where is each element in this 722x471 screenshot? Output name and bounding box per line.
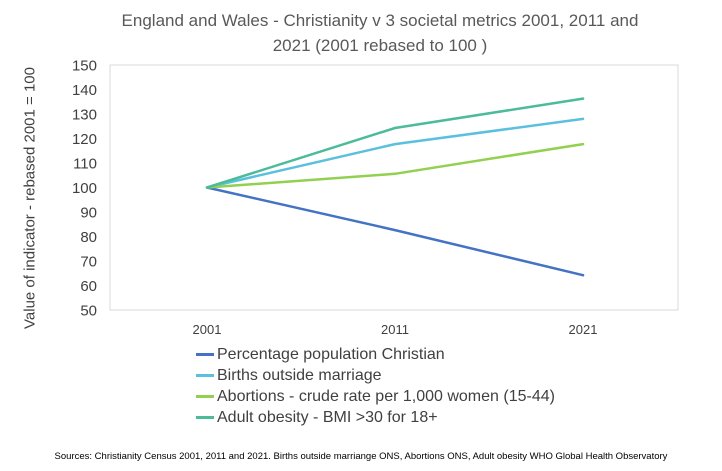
x-tick-label: 2011	[381, 322, 409, 337]
y-tick-label: 110	[73, 156, 97, 173]
data-point	[393, 126, 397, 130]
legend-label: Percentage population Christian	[217, 345, 445, 363]
data-point	[393, 228, 397, 232]
legend-item: Abortions - crude rate per 1,000 women (…	[196, 386, 555, 407]
legend-swatch	[196, 353, 214, 356]
legend-swatch	[196, 395, 214, 398]
y-tick-label: 150	[72, 58, 97, 75]
data-point	[393, 172, 397, 175]
y-tick-label: 60	[80, 278, 97, 295]
plot-area-frame	[109, 64, 679, 311]
x-tick-label: 2021	[569, 322, 598, 337]
chart-title-line-2: 2021 (2001 rebased to 100 )	[272, 36, 488, 55]
legend-item: Adult obesity - BMI >30 for 18+	[196, 407, 555, 428]
legend-swatch	[196, 374, 214, 377]
y-tick-label: 130	[72, 107, 97, 124]
sources-note: Sources: Christianity Census 2001, 2011 …	[54, 451, 668, 462]
legend-label: Adult obesity - BMI >30 for 18+	[217, 408, 438, 426]
y-tick-label: 70	[80, 254, 97, 271]
data-point	[581, 97, 585, 100]
y-tick-label: 80	[80, 229, 97, 246]
legend-label: Abortions - crude rate per 1,000 women (…	[217, 387, 555, 405]
legend: Percentage population Christian Births ou…	[196, 344, 555, 428]
data-point	[581, 142, 585, 146]
y-tick-label: 140	[72, 82, 97, 99]
chart-title: England and Wales - Christianity v 3 soc…	[40, 8, 720, 58]
legend-swatch	[196, 416, 214, 419]
data-point	[393, 142, 397, 146]
x-tick-label: 2001	[193, 322, 222, 337]
y-tick-label: 100	[72, 180, 97, 197]
y-tick-label: 120	[72, 131, 97, 148]
series-line	[205, 142, 585, 189]
legend-label: Births outside marriage	[217, 366, 382, 384]
y-tick-label: 90	[80, 205, 97, 222]
legend-item: Percentage population Christian	[196, 344, 555, 365]
data-point	[581, 274, 585, 277]
series-line	[205, 186, 585, 277]
y-tick-label: 50	[80, 303, 97, 320]
data-point	[581, 117, 585, 121]
chart-title-line-1: England and Wales - Christianity v 3 soc…	[121, 11, 639, 30]
legend-item: Births outside marriage	[196, 365, 555, 386]
data-point	[205, 186, 209, 189]
